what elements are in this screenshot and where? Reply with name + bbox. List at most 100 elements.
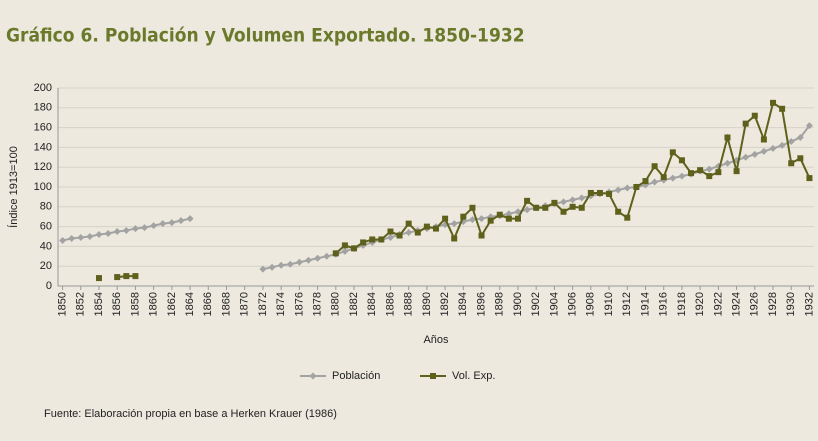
marker bbox=[77, 233, 85, 241]
marker bbox=[186, 215, 194, 223]
marker bbox=[751, 150, 759, 158]
x-tick-label: 1902 bbox=[530, 292, 542, 316]
marker bbox=[569, 196, 577, 204]
marker bbox=[633, 184, 640, 190]
x-tick-label: 1878 bbox=[311, 292, 323, 316]
marker bbox=[796, 134, 804, 141]
marker bbox=[386, 233, 394, 241]
x-tick-label: 1916 bbox=[658, 292, 670, 316]
x-tick-label: 1868 bbox=[220, 292, 232, 316]
x-tick-label: 1924 bbox=[730, 292, 742, 316]
x-tick-label: 1900 bbox=[512, 292, 524, 316]
marker bbox=[642, 178, 649, 185]
marker bbox=[542, 204, 549, 211]
marker bbox=[387, 228, 394, 235]
marker bbox=[487, 217, 494, 224]
marker bbox=[323, 252, 331, 260]
marker bbox=[478, 215, 486, 223]
y-tick-label: 180 bbox=[34, 102, 52, 114]
marker bbox=[706, 173, 713, 180]
marker bbox=[442, 215, 449, 222]
marker bbox=[496, 211, 503, 218]
y-tick-label: 60 bbox=[40, 221, 52, 233]
legend-marker bbox=[430, 373, 436, 379]
marker bbox=[468, 216, 476, 224]
marker bbox=[805, 122, 813, 130]
x-tick-label: 1930 bbox=[785, 292, 797, 316]
marker bbox=[533, 204, 540, 211]
marker bbox=[95, 275, 102, 282]
marker bbox=[778, 141, 786, 149]
marker bbox=[669, 174, 677, 182]
source: Fuente: Elaboración propia en base a Her… bbox=[44, 408, 337, 420]
marker bbox=[360, 239, 367, 246]
marker bbox=[678, 157, 685, 164]
y-tick-label: 80 bbox=[40, 201, 52, 213]
marker bbox=[688, 170, 695, 177]
x-tick-label: 1920 bbox=[694, 292, 706, 316]
x-tick-label: 1922 bbox=[712, 292, 724, 316]
marker bbox=[606, 190, 613, 197]
marker bbox=[405, 220, 412, 227]
y-tick-label: 120 bbox=[34, 161, 52, 173]
marker bbox=[779, 105, 786, 112]
marker bbox=[123, 273, 130, 280]
marker bbox=[332, 250, 339, 257]
marker bbox=[615, 208, 622, 215]
y-tick-label: 140 bbox=[34, 141, 52, 153]
marker bbox=[742, 153, 750, 161]
marker bbox=[86, 233, 94, 240]
x-tick-label: 1874 bbox=[275, 292, 287, 316]
marker bbox=[505, 210, 513, 218]
marker bbox=[560, 198, 568, 206]
x-tick-label: 1882 bbox=[348, 292, 360, 316]
marker bbox=[769, 144, 777, 152]
marker bbox=[514, 215, 521, 222]
x-tick-label: 1890 bbox=[421, 292, 433, 316]
marker bbox=[168, 219, 176, 227]
marker bbox=[724, 134, 731, 141]
marker bbox=[669, 149, 676, 156]
marker bbox=[505, 215, 512, 222]
marker bbox=[469, 204, 476, 211]
marker bbox=[451, 235, 458, 242]
marker bbox=[131, 225, 139, 233]
legend-label: Población bbox=[332, 370, 380, 382]
marker bbox=[715, 169, 722, 176]
x-tick-label: 1866 bbox=[202, 292, 214, 316]
y-tick-label: 0 bbox=[46, 280, 52, 292]
marker bbox=[122, 227, 130, 235]
marker bbox=[460, 213, 467, 220]
x-tick-label: 1894 bbox=[457, 292, 469, 316]
x-tick-label: 1850 bbox=[56, 292, 68, 316]
marker bbox=[623, 184, 631, 192]
x-tick-label: 1898 bbox=[494, 292, 506, 316]
legend-label: Vol. Exp. bbox=[452, 370, 495, 382]
marker bbox=[596, 189, 603, 196]
y-axis-label: Índice 1913=100 bbox=[7, 146, 20, 228]
marker bbox=[788, 160, 795, 167]
x-tick-label: 1904 bbox=[548, 292, 560, 316]
x-tick-label: 1876 bbox=[293, 292, 305, 316]
marker bbox=[705, 165, 713, 173]
marker bbox=[314, 254, 322, 262]
marker bbox=[678, 172, 686, 180]
x-tick-label: 1912 bbox=[621, 292, 633, 316]
marker bbox=[423, 223, 430, 230]
marker bbox=[551, 199, 558, 206]
marker bbox=[760, 147, 768, 155]
marker bbox=[797, 155, 804, 162]
marker bbox=[369, 236, 376, 243]
x-tick-label: 1928 bbox=[767, 292, 779, 316]
marker bbox=[159, 220, 167, 228]
marker bbox=[295, 258, 303, 266]
x-tick-label: 1910 bbox=[603, 292, 615, 316]
marker bbox=[68, 234, 76, 242]
marker bbox=[132, 273, 139, 280]
x-tick-label: 1860 bbox=[148, 292, 160, 316]
marker bbox=[114, 274, 121, 281]
marker bbox=[587, 189, 594, 196]
marker bbox=[277, 261, 285, 269]
x-tick-label: 1872 bbox=[257, 292, 269, 316]
